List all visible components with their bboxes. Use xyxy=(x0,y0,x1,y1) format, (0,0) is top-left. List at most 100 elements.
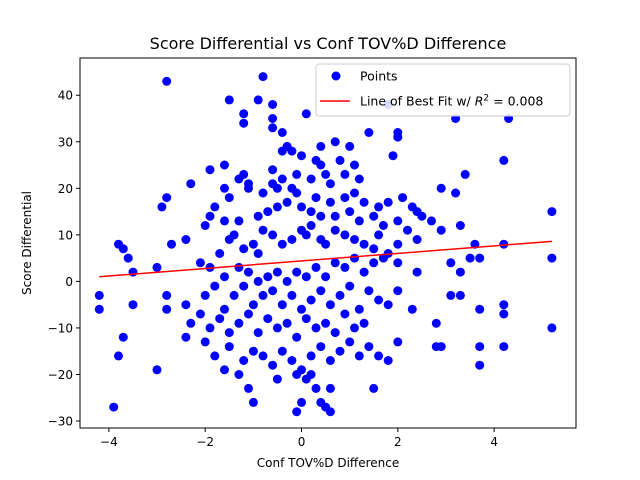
data-point xyxy=(268,114,278,123)
data-point xyxy=(455,267,465,277)
data-point xyxy=(301,314,311,324)
data-point xyxy=(340,262,350,272)
data-point xyxy=(475,360,485,370)
data-point xyxy=(224,193,234,203)
data-point xyxy=(455,221,465,230)
fit-line-layer xyxy=(99,240,552,278)
data-point xyxy=(393,337,403,347)
data-point xyxy=(451,188,461,198)
scatter-points xyxy=(94,72,557,417)
data-point xyxy=(234,216,244,226)
data-point xyxy=(427,216,436,226)
data-point xyxy=(311,262,321,272)
data-point xyxy=(248,346,258,356)
data-point xyxy=(248,397,258,407)
data-point xyxy=(297,304,306,314)
y-tick-label: 40 xyxy=(58,89,73,103)
data-point xyxy=(205,211,215,221)
data-point xyxy=(316,397,326,407)
data-point xyxy=(359,318,369,328)
data-point xyxy=(316,342,326,352)
data-point xyxy=(350,323,359,333)
data-point xyxy=(109,402,119,412)
data-point xyxy=(369,258,379,268)
data-point xyxy=(369,244,379,254)
data-point xyxy=(374,202,384,212)
y-tick-label: 0 xyxy=(65,275,73,289)
data-point xyxy=(282,276,292,286)
data-point xyxy=(292,370,302,379)
data-point xyxy=(292,169,302,179)
data-point xyxy=(321,239,331,249)
data-point xyxy=(157,202,167,212)
data-point xyxy=(272,374,282,384)
data-point xyxy=(325,356,335,365)
data-point xyxy=(210,281,220,291)
data-point xyxy=(306,207,316,217)
data-point xyxy=(499,239,509,249)
data-point xyxy=(354,174,364,184)
data-point xyxy=(340,169,350,179)
data-point xyxy=(393,239,403,249)
data-point xyxy=(258,188,268,198)
data-point xyxy=(431,318,441,328)
data-point xyxy=(287,235,297,244)
data-point xyxy=(446,290,456,300)
data-point xyxy=(364,128,374,137)
data-point xyxy=(292,407,302,417)
data-point xyxy=(350,253,359,263)
data-point xyxy=(287,356,297,365)
data-point xyxy=(263,314,273,324)
data-point xyxy=(195,309,205,319)
data-point xyxy=(325,300,335,310)
data-point xyxy=(186,318,196,328)
data-point xyxy=(118,332,128,342)
data-point xyxy=(128,267,138,277)
data-point xyxy=(417,211,427,221)
data-point xyxy=(186,179,196,189)
data-point xyxy=(253,211,263,221)
data-point xyxy=(162,193,172,203)
fit-line xyxy=(99,240,552,278)
data-point xyxy=(374,230,384,240)
y-tick-label: −20 xyxy=(48,368,73,382)
data-point xyxy=(258,72,268,82)
data-point xyxy=(210,202,220,212)
y-axis-label: Score Differential xyxy=(20,191,34,295)
data-point xyxy=(350,160,359,170)
data-point xyxy=(475,342,485,352)
data-point xyxy=(162,290,172,300)
data-point xyxy=(369,211,379,221)
data-point xyxy=(277,146,287,156)
data-point xyxy=(292,332,302,342)
data-point xyxy=(205,165,215,175)
data-point xyxy=(253,276,263,286)
data-point xyxy=(268,286,278,296)
legend-fit-text: Line of Best Fit w/ xyxy=(360,94,475,109)
data-point xyxy=(167,239,176,249)
data-point xyxy=(220,365,229,375)
data-point xyxy=(94,290,104,300)
legend-box xyxy=(315,63,571,117)
data-point xyxy=(383,300,393,310)
data-point xyxy=(210,351,220,361)
data-point xyxy=(272,323,282,333)
data-point xyxy=(436,342,446,352)
data-point xyxy=(359,197,369,207)
data-point xyxy=(306,295,316,305)
legend-points-marker xyxy=(331,71,341,81)
data-point xyxy=(350,188,359,198)
data-point xyxy=(364,286,374,296)
data-point xyxy=(374,295,384,305)
y-tick-label: 30 xyxy=(58,135,73,149)
data-point xyxy=(311,193,321,203)
data-point xyxy=(354,304,364,314)
data-point xyxy=(220,160,229,170)
data-point xyxy=(388,151,398,161)
data-point xyxy=(152,262,162,272)
axes-frame xyxy=(79,57,577,429)
data-point xyxy=(181,235,191,244)
data-point xyxy=(272,202,282,212)
data-point xyxy=(330,211,340,221)
